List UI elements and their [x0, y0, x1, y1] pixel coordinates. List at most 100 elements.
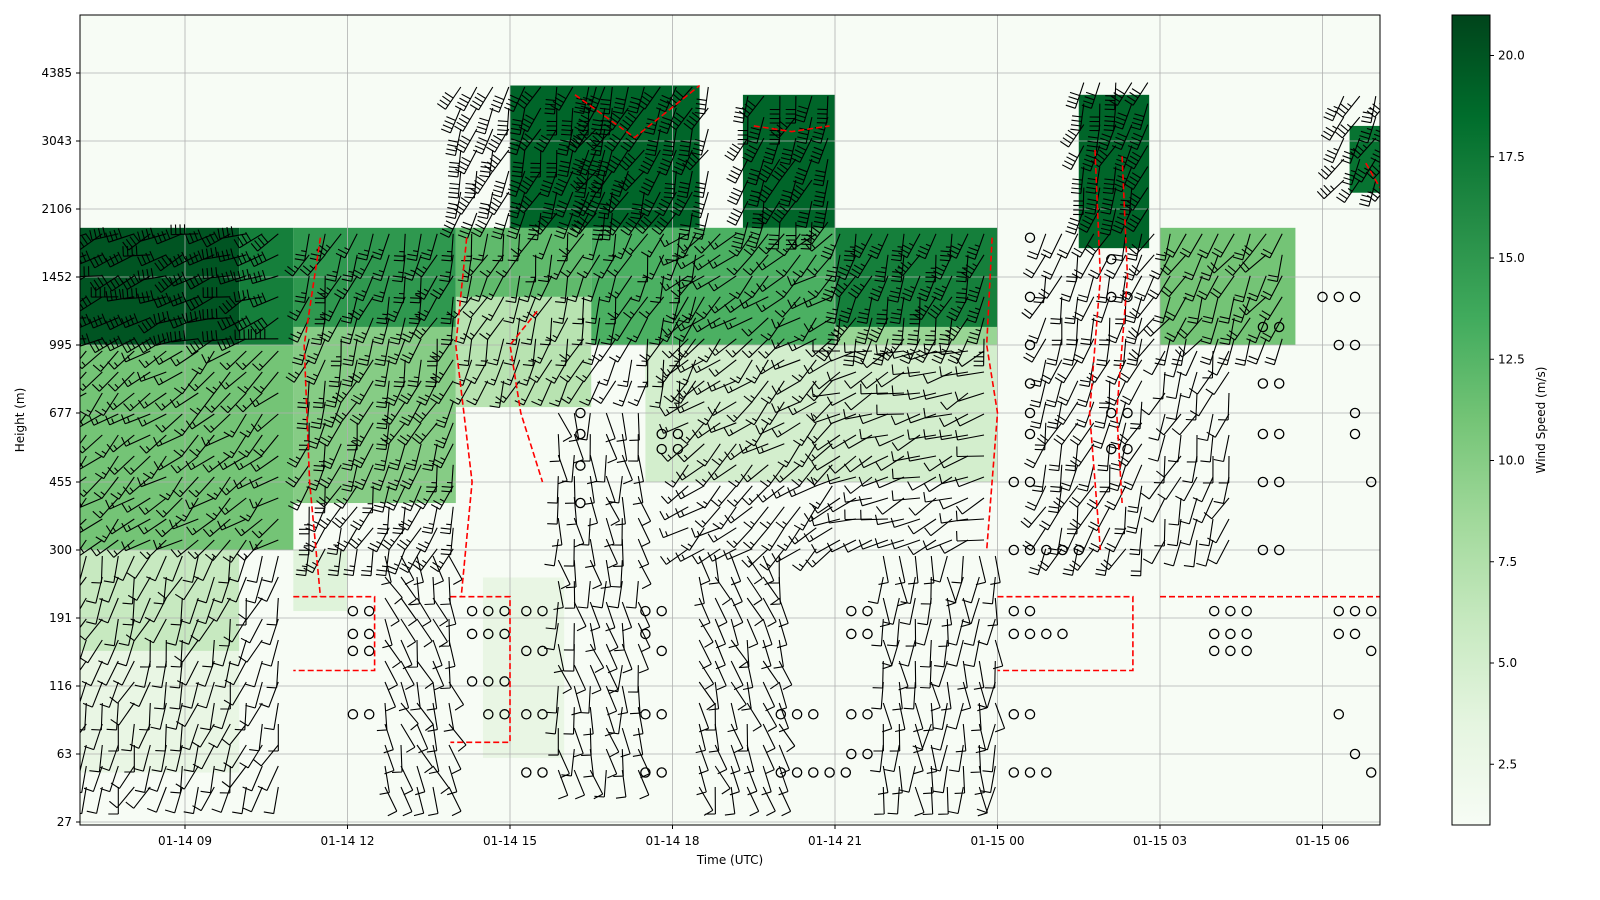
wind-barb	[707, 254, 737, 269]
wind-barb	[746, 765, 758, 796]
wind-barb	[164, 786, 183, 814]
wind-barb	[245, 681, 263, 709]
wind-barb	[730, 723, 744, 754]
wind-barb	[546, 107, 558, 136]
wind-barb	[1370, 149, 1380, 163]
wind-barb	[778, 723, 796, 753]
wind-barb	[557, 769, 569, 800]
wind-barb	[891, 317, 905, 346]
wind-barb	[890, 348, 921, 359]
wind-barb	[739, 296, 769, 309]
wind-barb	[400, 660, 415, 690]
wind-barb	[352, 464, 374, 491]
calm-marker	[1122, 291, 1133, 303]
wind-barb	[954, 765, 966, 794]
wind-barb	[157, 576, 183, 599]
wind-barb	[266, 660, 279, 689]
wind-barb	[341, 254, 358, 282]
calm-marker	[1273, 378, 1285, 389]
wind-barb	[711, 443, 737, 466]
calm-marker	[347, 628, 359, 640]
wind-barb	[169, 251, 199, 268]
wind-barb	[80, 371, 87, 380]
wind-barb	[1260, 275, 1283, 301]
wind-barb	[548, 728, 559, 756]
wind-barb	[708, 359, 737, 377]
wind-barb	[220, 392, 247, 414]
calm-marker	[672, 443, 684, 455]
wind-barb	[1163, 350, 1182, 378]
wind-barb	[412, 401, 438, 424]
wind-barb	[185, 337, 215, 355]
wind-barb	[204, 392, 231, 413]
wind-barb	[47, 640, 70, 663]
wind-barb	[306, 422, 326, 449]
wind-barb	[1032, 464, 1047, 493]
wind-barb	[137, 316, 167, 334]
wind-barb	[796, 200, 813, 229]
wind-barb	[1391, 138, 1408, 164]
wind-barb	[965, 296, 985, 324]
wind-barb	[613, 749, 624, 777]
wind-barb	[1124, 82, 1149, 106]
wind-barb	[1084, 187, 1101, 215]
calm-marker	[656, 709, 667, 720]
wind-barb	[544, 539, 559, 567]
wind-barb	[1390, 180, 1408, 206]
wind-barb	[175, 497, 199, 522]
wind-barb	[1372, 129, 1380, 143]
wind-barb	[771, 200, 797, 224]
wind-barb	[1183, 539, 1198, 568]
wind-barb	[168, 291, 199, 307]
wind-barb	[223, 681, 247, 706]
wind-barb	[432, 555, 445, 586]
wind-barb	[38, 766, 54, 792]
wind-barb	[870, 744, 884, 773]
wind-barb	[1207, 350, 1230, 376]
wind-barb	[517, 359, 537, 386]
wind-barb	[401, 485, 422, 512]
wind-barb	[808, 137, 829, 164]
wind-barb	[347, 527, 374, 550]
wind-barb	[58, 787, 71, 814]
wind-barb	[150, 702, 167, 730]
wind-barb	[1054, 359, 1079, 384]
wind-barb	[319, 317, 342, 343]
wind-barb	[205, 497, 231, 521]
wind-barb	[89, 336, 119, 354]
calm-marker	[537, 767, 548, 778]
wind-barb	[627, 380, 649, 407]
wind-barb	[223, 618, 247, 643]
wind-barb	[42, 295, 70, 311]
wind-barb	[670, 275, 697, 298]
wind-barb	[891, 364, 921, 376]
wind-barb	[599, 107, 613, 136]
wind-barb	[831, 275, 857, 298]
wind-barb	[563, 707, 575, 735]
wind-barb	[80, 639, 103, 664]
wind-barb	[592, 380, 617, 404]
wind-barb	[620, 128, 645, 152]
wind-barb	[83, 765, 103, 793]
wind-barb	[637, 643, 649, 674]
wind-barb	[907, 451, 937, 462]
wind-barb	[876, 296, 889, 325]
wind-barb	[607, 296, 633, 320]
wind-barb	[80, 233, 103, 250]
wind-barb	[966, 275, 985, 303]
wind-barb	[381, 401, 406, 425]
wind-barb	[421, 506, 438, 534]
wind-barb	[867, 576, 884, 604]
wind-barb	[425, 359, 438, 388]
wind-barb	[1076, 275, 1095, 303]
wind-barb	[708, 338, 737, 356]
wind-barb	[747, 179, 765, 207]
wind-barb	[740, 464, 769, 483]
wind-barb	[90, 286, 119, 298]
wind-barb	[619, 107, 645, 130]
y-tick-label: 3043	[41, 134, 72, 148]
wind-barb	[660, 443, 689, 462]
wind-barb	[939, 413, 969, 428]
wind-barb	[663, 170, 677, 199]
